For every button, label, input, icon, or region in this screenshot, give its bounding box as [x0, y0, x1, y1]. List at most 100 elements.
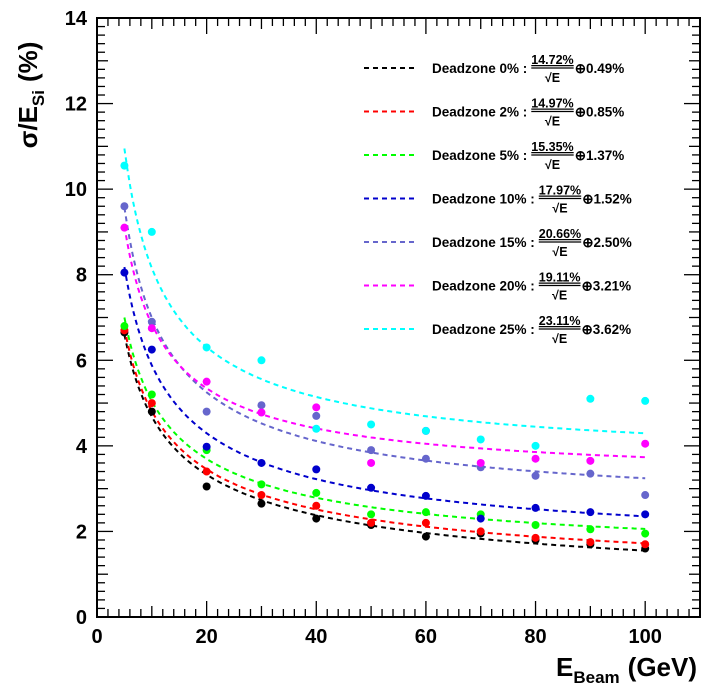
legend-fit-numerator: 19.11% [539, 271, 581, 285]
legend-fit-constant: ⊕0.85% [575, 105, 625, 120]
x-axis-title-main: E [556, 652, 573, 682]
y-axis-title-main: σ/E [13, 106, 43, 148]
x-tick-label: 40 [305, 626, 327, 648]
data-point [641, 491, 650, 500]
data-point [586, 538, 595, 547]
data-point [586, 525, 595, 534]
data-point [476, 458, 485, 467]
x-tick-label: 80 [524, 626, 546, 648]
data-point [641, 396, 650, 405]
data-point [257, 499, 266, 508]
legend-fit-denominator: √E [552, 245, 567, 259]
data-point [257, 491, 266, 500]
y-tick-label: 10 [65, 179, 87, 201]
legend: Deadzone 0% : 14.72% √E ⊕0.49% Deadzone 2% … [364, 53, 632, 346]
data-point [531, 533, 540, 542]
fit-curve [123, 226, 646, 459]
y-tick-label: 2 [76, 521, 87, 543]
data-point [312, 403, 321, 412]
data-point [202, 343, 211, 352]
x-axis-title-sub: Beam [573, 668, 619, 687]
x-axis-title-unit: (GeV) [628, 652, 697, 682]
y-tick-label: 8 [76, 265, 87, 287]
legend-fit-denominator: √E [545, 115, 560, 129]
legend-fit-numerator: 14.97% [531, 97, 573, 111]
data-point [202, 407, 211, 416]
data-point [147, 345, 156, 354]
data-point [421, 518, 430, 527]
data-point [202, 442, 211, 451]
data-point [367, 446, 376, 455]
fit-curve [123, 328, 646, 545]
legend-fit-numerator: 20.66% [539, 227, 581, 241]
data-point [312, 465, 321, 474]
legend-label: Deadzone 15% : [432, 235, 535, 250]
fit-curve [123, 334, 646, 552]
data-point [202, 482, 211, 491]
legend-fit-denominator: √E [545, 71, 560, 85]
fit-curve [123, 317, 646, 530]
data-point [202, 377, 211, 386]
data-point [147, 390, 156, 399]
y-axis-title: σ/ESi (%) [13, 42, 48, 149]
data-point [586, 469, 595, 478]
data-point [367, 483, 376, 492]
fit-curves [123, 148, 646, 552]
data-points [120, 161, 650, 553]
legend-fit-constant: ⊕3.21% [582, 279, 632, 294]
legend-fit-numerator: 17.97% [539, 184, 581, 198]
legend-fit-denominator: √E [552, 289, 567, 303]
data-point [586, 456, 595, 465]
data-point [476, 527, 485, 536]
legend-label: Deadzone 0% : [432, 61, 527, 76]
legend-fit-numerator: 14.72% [531, 53, 573, 67]
data-point [312, 514, 321, 523]
y-tick-label: 12 [65, 94, 87, 116]
legend-label: Deadzone 20% : [432, 279, 535, 294]
legend-fit-constant: ⊕2.50% [582, 235, 632, 250]
legend-label: Deadzone 5% : [432, 148, 527, 163]
legend-fit-denominator: √E [545, 158, 560, 172]
x-tick-label: 60 [415, 626, 437, 648]
data-point [367, 518, 376, 527]
data-point [257, 408, 266, 417]
data-point [476, 514, 485, 523]
x-axis-title: EBeam (GeV) [556, 652, 697, 687]
fit-curve [123, 266, 646, 518]
axis-ticks [96, 17, 701, 618]
data-point [476, 435, 485, 444]
data-point [531, 454, 540, 463]
y-tick-label: 14 [65, 8, 88, 30]
data-point [147, 399, 156, 408]
data-point [586, 394, 595, 403]
data-point [421, 426, 430, 435]
x-tick-label: 0 [91, 626, 102, 648]
y-tick-label: 6 [76, 350, 87, 372]
legend-fit-constant: ⊕1.37% [575, 148, 625, 163]
data-point [120, 268, 129, 277]
x-tick-label: 20 [196, 626, 218, 648]
data-point [202, 467, 211, 476]
data-point [421, 532, 430, 541]
data-point [257, 458, 266, 467]
fit-curve [123, 207, 646, 480]
legend-label: Deadzone 25% : [432, 322, 535, 337]
data-point [531, 503, 540, 512]
y-tick-label: 4 [76, 436, 88, 458]
data-point [147, 317, 156, 326]
legend-fit-denominator: √E [552, 332, 567, 346]
data-point [641, 439, 650, 448]
y-axis-title-sub: Si [29, 90, 48, 106]
data-point [312, 488, 321, 497]
data-point [531, 521, 540, 530]
data-point [147, 227, 156, 236]
y-tick-label: 0 [76, 607, 87, 629]
data-point [257, 480, 266, 489]
data-point [531, 471, 540, 480]
data-point [257, 356, 266, 365]
data-point [531, 441, 540, 450]
fit-curve [123, 148, 646, 435]
data-point [120, 202, 129, 211]
data-point [257, 401, 266, 410]
legend-fit-constant: ⊕1.52% [582, 192, 632, 207]
